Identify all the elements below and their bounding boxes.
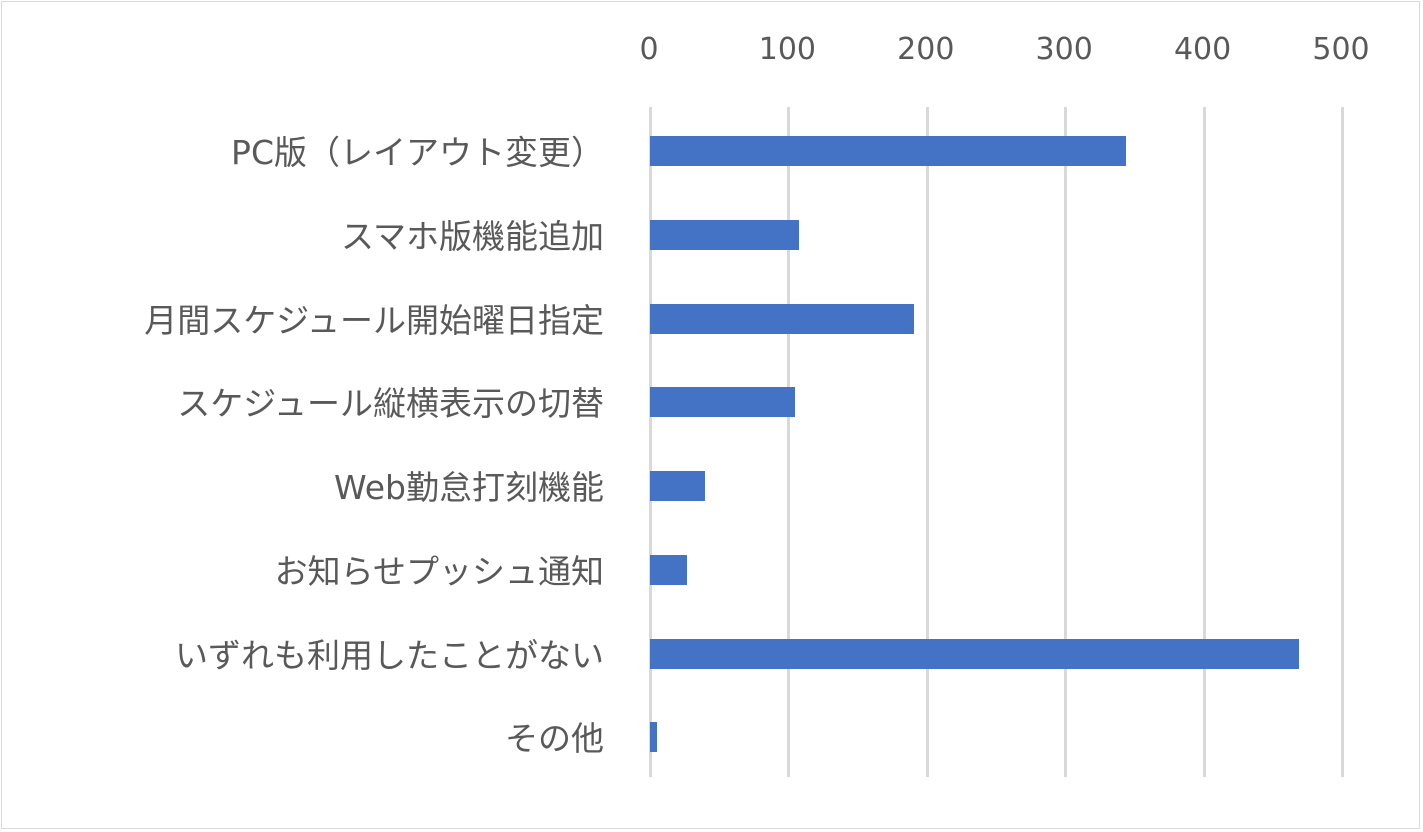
gridline [1341,107,1344,777]
gridline [649,107,652,777]
bar [650,219,800,250]
category-label: PC版（レイアウト変更） [231,133,604,172]
bar [650,136,1127,166]
category-label: スケジュール縦横表示の切替 [177,384,604,424]
x-tick-label: 200 [897,32,955,67]
category-label: いずれも利用したことがない [175,635,604,675]
gridline [787,107,791,777]
category-label: その他 [505,719,604,759]
category-label: お知らせプッシュ通知 [274,551,604,591]
bar [650,471,706,501]
gridline [1064,107,1068,777]
bar [650,554,688,585]
x-tick-label: 500 [1312,32,1370,67]
bar [650,387,796,418]
bar [650,303,915,334]
gridline [1202,107,1206,777]
x-tick-label: 300 [1035,32,1093,67]
x-tick-label: 0 [639,32,659,67]
bar [650,722,657,753]
category-label: Web勤怠打刻機能 [334,468,604,507]
plot-area [649,107,1344,777]
gridline [925,107,929,777]
category-label: スマホ版機能追加 [340,216,604,256]
category-label: 月間スケジュール開始曜日指定 [144,300,604,340]
bar [650,638,1300,669]
x-tick-label: 400 [1173,32,1232,67]
x-tick-label: 100 [758,32,817,67]
